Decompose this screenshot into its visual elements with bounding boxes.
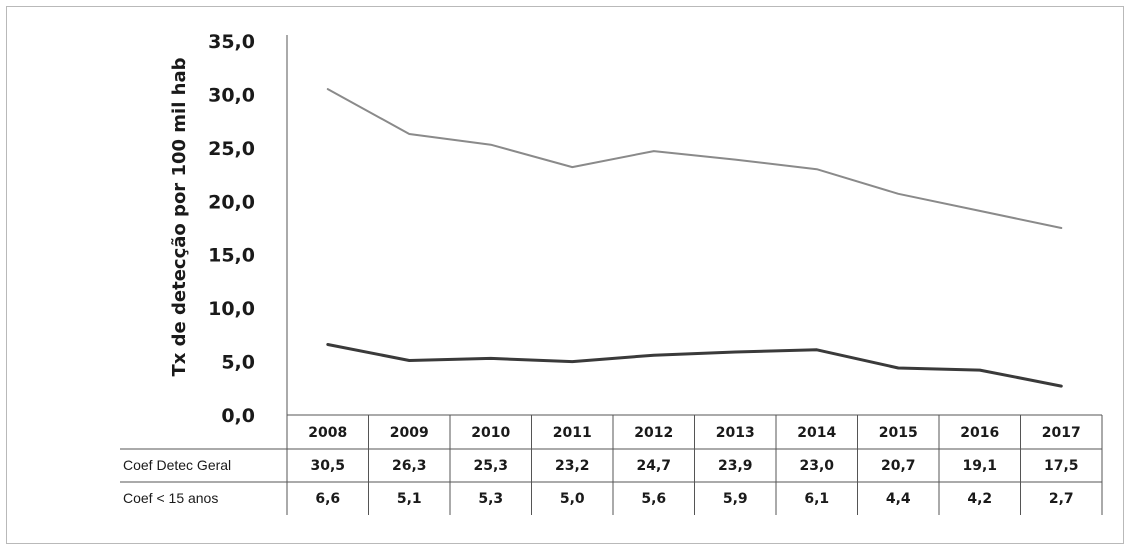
y-tick-label: 0,0 [221,405,255,427]
table-cell-value: 20,7 [881,458,916,474]
table-cell-value: 5,3 [478,491,503,507]
y-tick-label: 30,0 [208,84,255,106]
y-tick-label: 5,0 [221,352,255,374]
y-tick-label: 35,0 [208,31,255,53]
x-category-label: 2012 [634,425,673,441]
x-category-label: 2010 [471,425,510,441]
table-cell-value: 19,1 [962,458,997,474]
table-cell-value: 5,0 [560,491,585,507]
table-cell-value: 25,3 [473,458,508,474]
x-category-label: 2008 [308,425,347,441]
table-cell-value: 23,0 [799,458,834,474]
table-cell-value: 23,9 [718,458,753,474]
x-category-label: 2009 [390,425,429,441]
y-tick-label: 10,0 [208,298,255,320]
y-axis-ticks: 0,0 5,0 10,0 15,0 20,0 25,0 30,0 35,0 [208,31,255,427]
line-chart: Tx de detecção por 100 mil hab 0,0 5,0 10,… [120,31,1103,515]
x-category-label: 2013 [716,425,755,441]
table-cell-value: 26,3 [392,458,427,474]
x-category-label: 2017 [1042,425,1081,441]
table-cell-value: 2,7 [1049,491,1074,507]
data-table: 2008 2009 2010 2011 2012 2013 2014 2015 2016 2017… [123,425,1081,507]
axes [120,35,1103,515]
table-cell-value: 5,1 [397,491,422,507]
table-cell-value: 30,5 [310,458,345,474]
table-cell-value: 6,1 [804,491,829,507]
x-category-label: 2014 [797,425,836,441]
table-cell-value: 4,4 [886,491,911,507]
series-lines [326,88,1063,388]
table-row-label: Coef Detec Geral [123,457,231,473]
y-tick-label: 15,0 [208,245,255,267]
table-cell-value: 5,9 [723,491,748,507]
x-category-label: 2011 [553,425,592,441]
series-line-2 [326,343,1063,388]
table-cell-value: 6,6 [315,491,340,507]
chart-frame: Tx de detecção por 100 mil hab 0,0 5,0 10,… [6,6,1124,544]
y-axis-label-group: Tx de detecção por 100 mil hab [169,57,190,376]
table-cell-value: 24,7 [636,458,671,474]
table-cell-value: 5,6 [641,491,666,507]
x-category-label: 2015 [879,425,918,441]
x-category-label: 2016 [960,425,999,441]
y-axis-label: Tx de detecção por 100 mil hab [169,57,190,376]
series-line-1 [326,88,1063,229]
y-tick-label: 25,0 [208,138,255,160]
table-cell-value: 17,5 [1044,458,1079,474]
table-cell-value: 4,2 [967,491,992,507]
y-tick-label: 20,0 [208,191,255,213]
table-cell-value: 23,2 [555,458,590,474]
table-row-label: Coef < 15 anos [123,490,218,506]
